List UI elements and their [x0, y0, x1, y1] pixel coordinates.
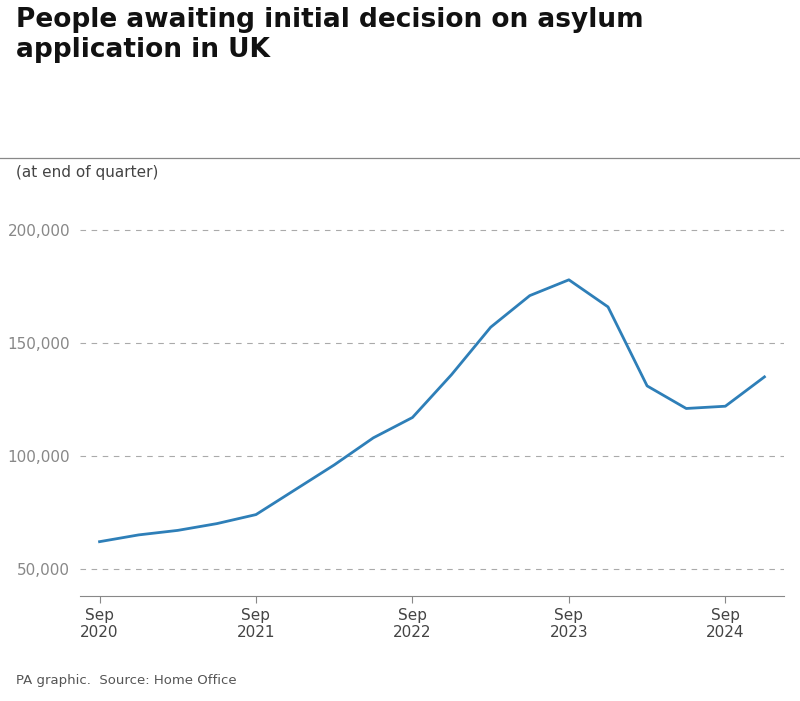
Text: PA graphic.  Source: Home Office: PA graphic. Source: Home Office	[16, 674, 237, 687]
Text: People awaiting initial decision on asylum
application in UK: People awaiting initial decision on asyl…	[16, 7, 644, 63]
Text: (at end of quarter): (at end of quarter)	[16, 165, 158, 179]
